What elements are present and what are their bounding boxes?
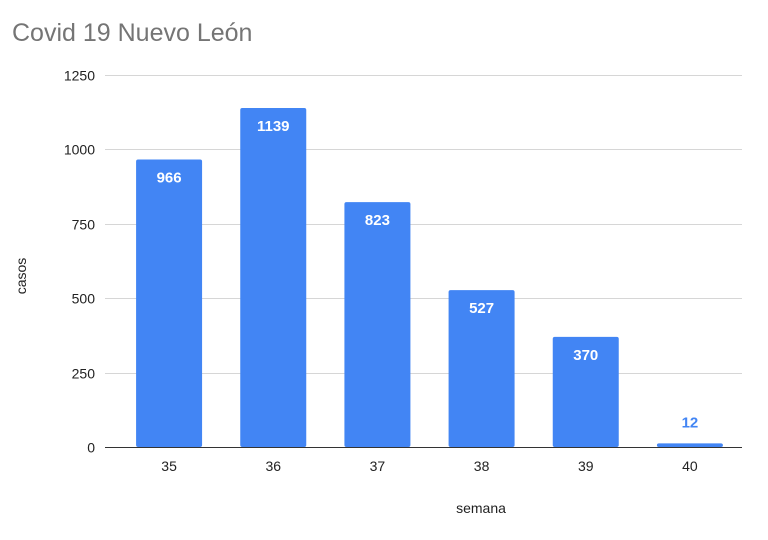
chart-title: Covid 19 Nuevo León (12, 19, 252, 47)
y-tick-label: 0 (87, 440, 95, 456)
bar-39 (552, 336, 619, 447)
y-axis-ticks: 0 250 500 750 1000 1250 (64, 68, 95, 456)
x-tick-label: 37 (370, 458, 386, 474)
x-tick-label: 36 (265, 458, 281, 474)
data-label: 370 (573, 347, 598, 364)
bars (136, 108, 723, 447)
data-label: 527 (469, 300, 494, 317)
data-label: 966 (157, 170, 182, 187)
bar-36 (240, 108, 307, 447)
y-tick-label: 1000 (64, 142, 95, 158)
gridlines (105, 75, 742, 448)
x-tick-label: 39 (578, 458, 594, 474)
x-axis-title: semana (456, 500, 506, 516)
data-labels: 966 1139 823 527 370 12 (157, 118, 699, 431)
data-label: 823 (365, 212, 390, 229)
bar-40 (656, 443, 723, 447)
x-tick-label: 40 (682, 458, 698, 474)
data-label: 12 (682, 414, 699, 431)
y-tick-label: 500 (72, 291, 96, 307)
y-tick-label: 1250 (64, 68, 95, 84)
x-tick-label: 35 (161, 458, 177, 474)
data-label: 1139 (257, 118, 290, 135)
bar-38 (448, 290, 515, 447)
x-tick-label: 38 (474, 458, 490, 474)
bar-35 (136, 159, 203, 447)
bar-37 (344, 202, 411, 447)
x-axis-ticks: 35 36 37 38 39 40 (161, 458, 698, 474)
y-axis-title: casos (13, 258, 29, 295)
y-tick-label: 750 (72, 217, 96, 233)
y-tick-label: 250 (72, 366, 96, 382)
